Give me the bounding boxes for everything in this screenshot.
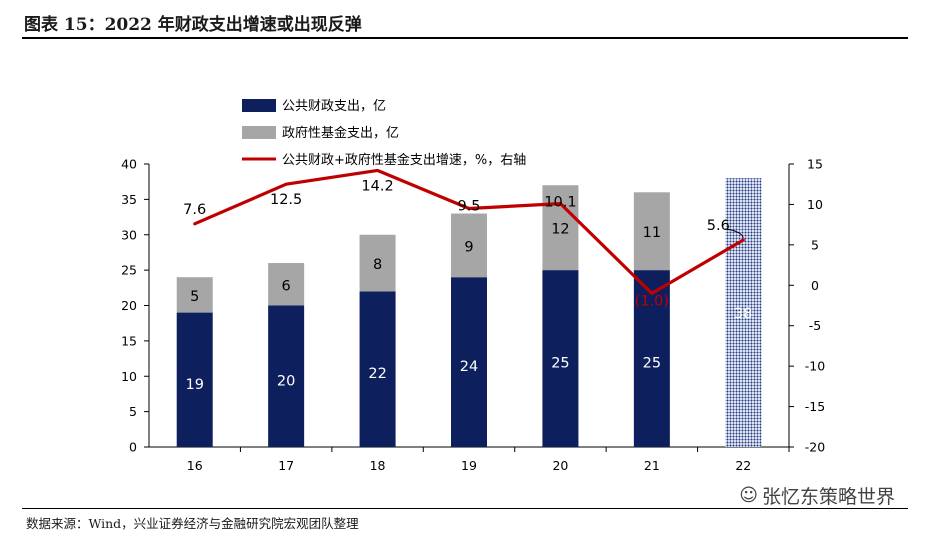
y-right-tick-label: -10 [805, 359, 825, 374]
bar-fund-17 [268, 263, 305, 306]
x-tick-label: 20 [552, 458, 568, 473]
legend-swatch-fund [242, 126, 276, 139]
growth-label-19: 9.5 [457, 198, 480, 214]
bar-general-21 [633, 270, 670, 447]
x-tick-label: 19 [461, 458, 477, 473]
bar-label-forecast-22: 38 [734, 306, 752, 322]
wechat-icon: ☺ [739, 485, 758, 506]
bar-label-general-21: 25 [643, 356, 661, 372]
top-rule [22, 37, 908, 39]
y-right-tick-label: 0 [811, 278, 819, 293]
bar-fund-21 [633, 192, 670, 271]
growth-point-18 [376, 168, 380, 172]
bar-label-general-18: 22 [368, 366, 386, 382]
y-left-tick-label: 40 [121, 157, 137, 172]
y-right-tick-label: 15 [807, 157, 823, 172]
source-note: 数据来源：Wind，兴业证券经济与金融研究院宏观团队整理 [26, 516, 359, 531]
y-left-tick-label: 30 [121, 227, 137, 242]
growth-label-18: 14.2 [361, 178, 393, 194]
bar-general-16 [176, 312, 213, 447]
y-left-tick-label: 35 [121, 192, 137, 207]
bar-general-18 [359, 291, 396, 447]
watermark: ☺ 张忆东策略世界 [739, 482, 895, 509]
bar-label-general-20: 25 [551, 356, 569, 372]
growth-label-20: 10.1 [544, 195, 576, 211]
bar-label-fund-16: 5 [190, 289, 199, 305]
x-tick-label: 18 [370, 458, 386, 473]
bar-label-fund-17: 6 [282, 278, 291, 294]
x-tick-label: 16 [187, 458, 203, 473]
bar-general-20 [542, 270, 579, 447]
y-left-tick-label: 20 [121, 298, 137, 313]
bar-forecast-22 [725, 178, 762, 447]
bars [176, 178, 762, 447]
growth-point-16 [193, 222, 197, 226]
growth-label-16: 7.6 [183, 202, 206, 218]
y-left-tick-label: 15 [121, 333, 137, 348]
y-right-tick-label: 5 [811, 237, 819, 252]
growth-point-21 [650, 291, 654, 295]
bar-label-general-19: 24 [460, 359, 478, 375]
y-right-tick-label: 10 [807, 197, 823, 212]
bar-fund-20 [542, 185, 579, 271]
bar-label-general-17: 20 [277, 373, 295, 389]
watermark-text: 张忆东策略世界 [761, 486, 895, 508]
bar-label-fund-18: 8 [373, 257, 382, 273]
bar-general-17 [268, 305, 305, 447]
bar-label-fund-21: 11 [643, 225, 661, 241]
bar-label-fund-19: 9 [464, 239, 473, 255]
legend-label-growth: 公共财政+政府性基金支出增速，%，右轴 [282, 152, 526, 168]
growth-label-17: 12.5 [270, 192, 302, 208]
y-left-tick-label: 10 [121, 369, 137, 384]
bar-general-19 [451, 277, 487, 447]
legend: 公共财政支出，亿 政府性基金支出，亿 公共财政+政府性基金支出增速，%，右轴 [242, 99, 526, 168]
growth-point-22 [741, 238, 745, 242]
growth-label-22: 5.6 [707, 218, 730, 234]
growth-point-20 [558, 202, 562, 206]
y-left-tick-label: 25 [121, 263, 137, 278]
x-tick-label: 21 [644, 458, 660, 473]
y-right-tick-label: -15 [805, 399, 825, 414]
bar-fund-19 [451, 213, 487, 278]
growth-point-17 [284, 182, 288, 186]
y-left-tick-label: 5 [129, 404, 137, 419]
growth-line-layer [193, 168, 745, 295]
bar-fund-18 [359, 234, 396, 292]
x-tick-label: 17 [278, 458, 294, 473]
figure-title: 图表 15：2022 年财政支出增速或出现反弹 [24, 15, 362, 35]
data-labels: 19 5 20 6 22 8 24 9 25 12 25 11 38 7.6 12.5 14.2 9.5 10.1… [183, 178, 752, 392]
bar-label-general-16: 19 [185, 377, 203, 393]
y-right-tick-label: -20 [805, 440, 825, 455]
bar-label-fund-20: 12 [551, 222, 569, 238]
bar-fund-16 [176, 277, 213, 313]
bottom-rule [22, 508, 908, 509]
y-right-tick-label: -5 [809, 318, 821, 333]
growth-label-leader [725, 228, 744, 239]
x-tick-label: 22 [735, 458, 751, 473]
legend-label-general: 公共财政支出，亿 [282, 99, 386, 114]
legend-label-fund: 政府性基金支出，亿 [282, 125, 399, 141]
growth-label-21: (1.0) [635, 293, 669, 309]
y-left-tick-label: 0 [129, 440, 137, 455]
legend-swatch-general [242, 99, 276, 112]
growth-point-19 [467, 206, 471, 210]
